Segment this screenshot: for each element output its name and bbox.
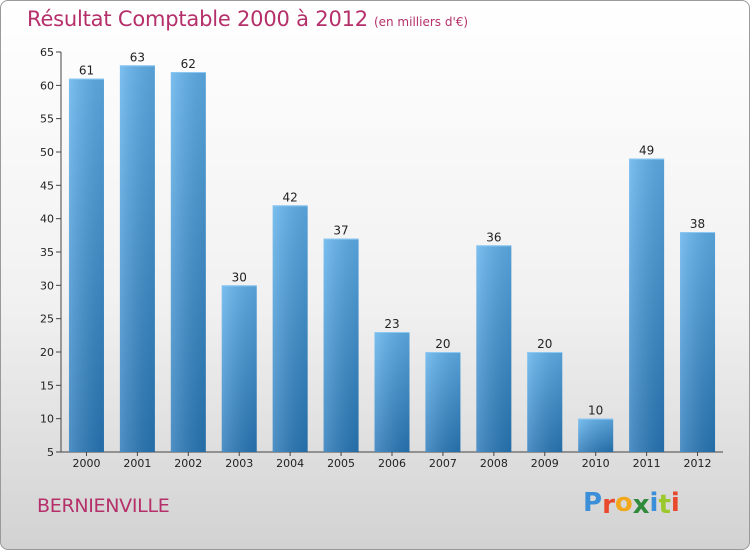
x-tick-label: 2005 — [327, 457, 355, 470]
logo-letter: P — [583, 488, 603, 518]
chart-bars — [68, 65, 716, 453]
y-tick-label: 60 — [40, 79, 54, 92]
y-tick-label: 25 — [40, 313, 54, 326]
bar-shade — [68, 78, 104, 453]
y-tick-label: 30 — [40, 279, 54, 292]
bar-shade — [323, 238, 359, 452]
bar-shade — [680, 232, 716, 452]
y-tick-label: 40 — [40, 213, 54, 226]
y-tick-label: 5 — [47, 446, 54, 459]
chart-title-text: Résultat Comptable 2000 à 2012 — [27, 7, 368, 31]
y-tick-label: 20 — [40, 346, 54, 359]
x-tick-label: 2003 — [225, 457, 253, 470]
logo-letter: t — [658, 490, 671, 520]
bar-shade — [374, 332, 410, 452]
x-tick-label: 2012 — [684, 457, 712, 470]
logo-letter: i — [649, 488, 659, 518]
commune-name: BERNIENVILLE — [37, 495, 170, 517]
x-tick-label: 2002 — [174, 457, 202, 470]
data-label: 20 — [537, 337, 552, 351]
data-label: 36 — [486, 230, 501, 244]
bar-shade — [425, 352, 461, 452]
proxiti-logo[interactable]: Proxiti — [583, 488, 680, 520]
data-label: 62 — [181, 57, 196, 71]
chart-title: Résultat Comptable 2000 à 2012 (en millie… — [27, 7, 468, 31]
y-tick-label: 35 — [40, 246, 54, 259]
bar-shade — [629, 158, 665, 452]
bar-shade — [578, 418, 614, 452]
data-label: 20 — [435, 337, 450, 351]
data-label: 37 — [333, 224, 348, 238]
x-tick-label: 2000 — [72, 457, 100, 470]
y-tick-label: 15 — [40, 379, 54, 392]
logo-letter: r — [602, 490, 615, 520]
y-tick-label: 45 — [40, 179, 54, 192]
logo-letter: i — [670, 488, 680, 518]
bar-shade — [272, 205, 308, 452]
data-label: 42 — [283, 190, 298, 204]
data-label: 30 — [232, 270, 247, 284]
y-tick-label: 55 — [40, 113, 54, 126]
y-tick-label: 10 — [40, 413, 54, 426]
x-tick-label: 2007 — [429, 457, 457, 470]
data-label: 10 — [588, 404, 603, 418]
x-tick-label: 2004 — [276, 457, 304, 470]
bar-shade — [170, 72, 206, 452]
chart-unit-label: (en milliers d'€) — [373, 15, 469, 29]
y-tick-label: 50 — [40, 146, 54, 159]
bar-shade — [221, 285, 257, 452]
logo-letter: o — [614, 488, 633, 518]
x-tick-label: 2008 — [480, 457, 508, 470]
bar-shade — [527, 352, 563, 452]
x-tick-label: 2009 — [531, 457, 559, 470]
data-label: 49 — [639, 144, 654, 158]
data-label: 61 — [79, 64, 94, 78]
y-tick-label: 65 — [40, 46, 54, 59]
data-label: 63 — [130, 50, 145, 64]
bar-shade — [476, 245, 512, 452]
data-label: 23 — [384, 317, 399, 331]
x-tick-label: 2011 — [633, 457, 661, 470]
x-tick-label: 2001 — [123, 457, 151, 470]
chart-axes: 5 10 15 20 25 30 35 40 45 50 55 60 65 2000 2001 2002 200… — [40, 46, 723, 470]
bar-shade — [119, 65, 155, 452]
chart-data-labels: 61 63 62 30 42 37 23 20 36 20 10 49 38 — [79, 50, 705, 417]
data-label: 38 — [690, 217, 705, 231]
x-tick-label: 2010 — [582, 457, 610, 470]
x-tick-label: 2006 — [378, 457, 406, 470]
logo-letter: x — [632, 490, 650, 520]
